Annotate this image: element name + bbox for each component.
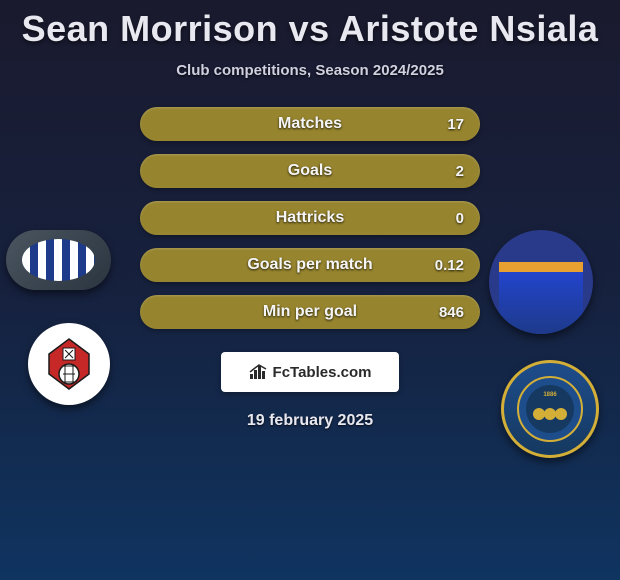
stat-pill: Goals per match 0.12	[140, 248, 480, 282]
svg-text:1886: 1886	[543, 392, 557, 398]
stat-value-right: 846	[439, 304, 464, 321]
stat-row-hattricks: Hattricks 0	[0, 201, 620, 235]
player-left-avatar	[6, 230, 111, 290]
player-right-avatar	[489, 230, 593, 334]
stat-value-right: 17	[447, 116, 464, 133]
stats-area: 1886 Matches 17 Goals 2 Hattricks 0 Goal…	[0, 107, 620, 342]
date-text: 19 february 2025	[247, 412, 373, 430]
stat-pill: Goals 2	[140, 154, 480, 188]
watermark-text: FcTables.com	[273, 364, 372, 381]
stat-label: Matches	[278, 115, 342, 133]
chart-icon	[249, 364, 267, 380]
stat-label: Min per goal	[263, 303, 357, 321]
stat-row-matches: Matches 17	[0, 107, 620, 141]
stat-row-goals: Goals 2	[0, 154, 620, 188]
stat-value-right: 0	[456, 210, 464, 227]
main-container: Sean Morrison vs Aristote Nsiala Club co…	[0, 0, 620, 580]
stat-pill: Min per goal 846	[140, 295, 480, 329]
stat-value-right: 2	[456, 163, 464, 180]
club-right-badge: 1886	[501, 360, 599, 458]
stat-pill: Hattricks 0	[140, 201, 480, 235]
stat-pill: Matches 17	[140, 107, 480, 141]
page-subtitle: Club competitions, Season 2024/2025	[176, 62, 444, 79]
club-left-badge	[28, 323, 110, 405]
club-right-crest-icon: 1886	[515, 374, 585, 444]
stat-label: Goals	[288, 162, 332, 180]
stat-label: Goals per match	[247, 256, 372, 274]
page-title: Sean Morrison vs Aristote Nsiala	[22, 8, 599, 50]
watermark-box[interactable]: FcTables.com	[221, 352, 399, 392]
club-left-crest-icon	[39, 334, 99, 394]
stat-value-right: 0.12	[435, 257, 464, 274]
stat-label: Hattricks	[276, 209, 344, 227]
